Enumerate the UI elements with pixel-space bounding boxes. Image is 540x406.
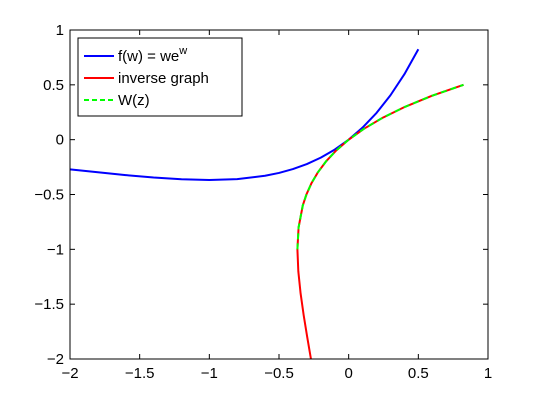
x-tick-label: −2	[61, 365, 78, 382]
y-tick-label: −1	[47, 241, 64, 258]
series-line-0	[69, 48, 420, 182]
y-tick-label: 1	[56, 22, 64, 39]
x-tick-label: 0	[344, 365, 352, 382]
x-tick-label: −1	[201, 365, 218, 382]
y-tick-label: 0.5	[43, 77, 64, 94]
series-line-2	[296, 83, 464, 250]
y-tick-label: −2	[47, 351, 64, 368]
x-tick-label: 1	[484, 365, 492, 382]
legend-label-1: inverse graph	[118, 70, 209, 87]
y-tick-label: 0	[56, 132, 64, 149]
tick-layer: −2 −1.5 −1 −0.5 0 0.5 1 1 0.5 0 −0.5 −1 −1.5 −2	[34, 22, 492, 382]
x-tick-label: −1.5	[125, 365, 155, 382]
series-layer	[69, 48, 464, 360]
legend-label-0: f(w) = wew	[118, 45, 187, 65]
x-tick-label: −0.5	[264, 365, 294, 382]
series-line-1	[296, 83, 464, 360]
y-tick-label: −1.5	[34, 296, 64, 313]
legend-label-2: W(z)	[118, 92, 150, 109]
y-tick-label: −0.5	[34, 187, 64, 204]
legend: f(w) = wew inverse graph W(z)	[77, 37, 243, 117]
x-tick-label: 0.5	[408, 365, 429, 382]
